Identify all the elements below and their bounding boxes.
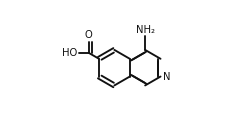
Text: HO: HO bbox=[62, 48, 77, 58]
Text: O: O bbox=[85, 30, 92, 40]
Text: NH₂: NH₂ bbox=[136, 25, 155, 35]
Text: N: N bbox=[163, 72, 171, 82]
